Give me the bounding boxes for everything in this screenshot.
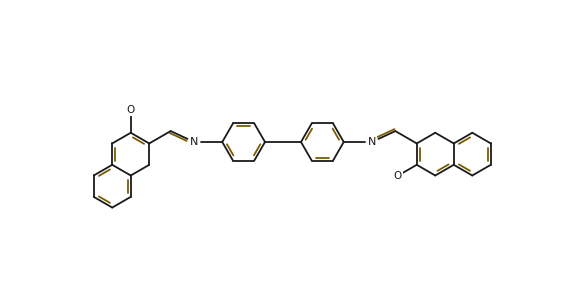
- Text: O: O: [393, 171, 401, 181]
- Text: N: N: [190, 137, 198, 147]
- Text: O: O: [127, 105, 135, 115]
- Text: N: N: [368, 137, 376, 147]
